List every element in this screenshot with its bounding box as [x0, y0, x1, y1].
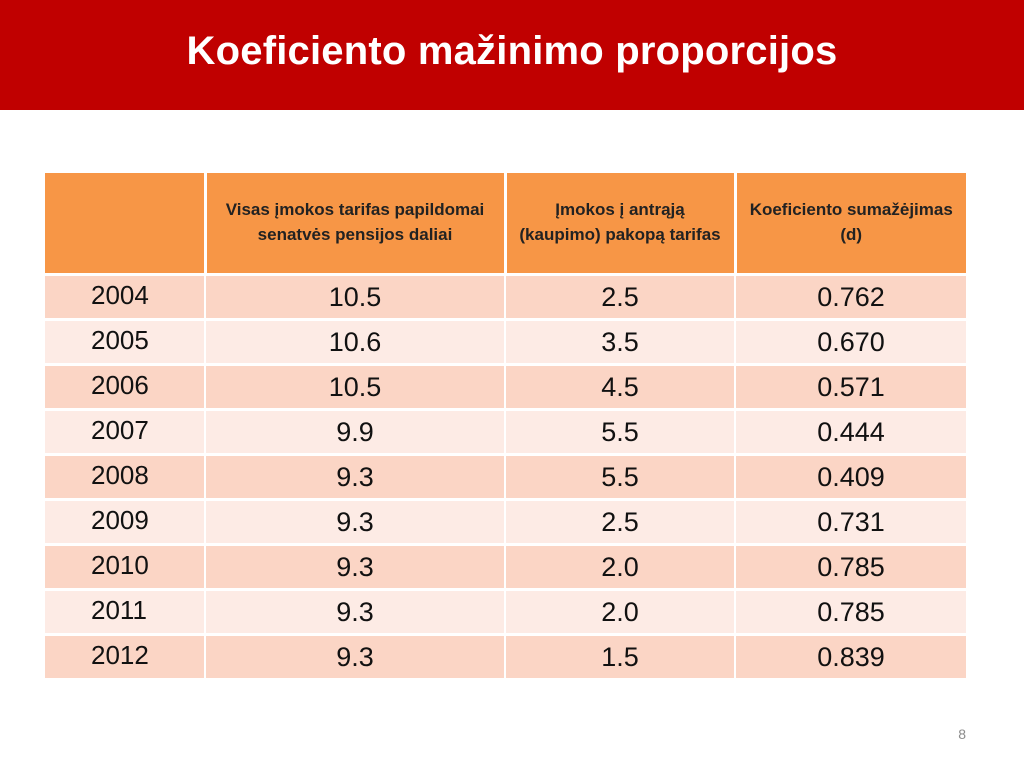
title-bar: Koeficiento mažinimo proporcijos [0, 0, 1024, 110]
table-row: 2010 9.3 2.0 0.785 [45, 544, 966, 591]
year-cell: 2011 [45, 589, 206, 636]
total-rate-cell: 10.5 [204, 274, 506, 321]
table-row: 2004 10.5 2.5 0.762 [45, 274, 966, 321]
total-rate-cell: 10.6 [204, 319, 506, 366]
second-pillar-rate-cell: 2.5 [504, 499, 736, 546]
table-row: 2006 10.5 4.5 0.571 [45, 364, 966, 411]
total-rate-cell: 9.3 [204, 499, 506, 546]
second-pillar-rate-cell: 2.5 [504, 274, 736, 321]
data-table: Visas įmokos tarifas papildomai senatvės… [45, 173, 966, 681]
total-rate-cell: 10.5 [204, 364, 506, 411]
year-cell: 2007 [45, 409, 206, 456]
table-row: 2008 9.3 5.5 0.409 [45, 454, 966, 501]
coefficient-cell: 0.785 [734, 544, 966, 591]
second-pillar-rate-cell: 3.5 [504, 319, 736, 366]
year-cell: 2006 [45, 364, 206, 411]
header-cell-coefficient: Koeficiento sumažėjimas (d) [733, 173, 966, 276]
page-number: 8 [958, 726, 966, 742]
year-cell: 2009 [45, 499, 206, 546]
coefficient-cell: 0.762 [734, 274, 966, 321]
coefficient-cell: 0.444 [734, 409, 966, 456]
table-row: 2011 9.3 2.0 0.785 [45, 589, 966, 636]
year-cell: 2010 [45, 544, 206, 591]
table-row: 2007 9.9 5.5 0.444 [45, 409, 966, 456]
table-row: 2005 10.6 3.5 0.670 [45, 319, 966, 366]
second-pillar-rate-cell: 5.5 [504, 409, 736, 456]
table-row: 2009 9.3 2.5 0.731 [45, 499, 966, 546]
total-rate-cell: 9.9 [204, 409, 506, 456]
year-cell: 2008 [45, 454, 206, 501]
second-pillar-rate-cell: 2.0 [504, 544, 736, 591]
coefficient-cell: 0.571 [734, 364, 966, 411]
year-cell: 2005 [45, 319, 206, 366]
header-cell-second-pillar-rate: Įmokos į antrąją (kaupimo) pakopą tarifa… [503, 173, 737, 276]
total-rate-cell: 9.3 [204, 454, 506, 501]
coefficient-cell: 0.839 [734, 634, 966, 681]
table-row: 2012 9.3 1.5 0.839 [45, 634, 966, 681]
coefficient-cell: 0.409 [734, 454, 966, 501]
second-pillar-rate-cell: 2.0 [504, 589, 736, 636]
total-rate-cell: 9.3 [204, 544, 506, 591]
coefficient-cell: 0.670 [734, 319, 966, 366]
table-header-row: Visas įmokos tarifas papildomai senatvės… [45, 173, 966, 276]
second-pillar-rate-cell: 5.5 [504, 454, 736, 501]
slide-title: Koeficiento mažinimo proporcijos [186, 28, 838, 73]
header-cell-total-rate: Visas įmokos tarifas papildomai senatvės… [203, 173, 507, 276]
total-rate-cell: 9.3 [204, 589, 506, 636]
year-cell: 2012 [45, 634, 206, 681]
second-pillar-rate-cell: 4.5 [504, 364, 736, 411]
coefficient-cell: 0.731 [734, 499, 966, 546]
second-pillar-rate-cell: 1.5 [504, 634, 736, 681]
total-rate-cell: 9.3 [204, 634, 506, 681]
header-cell-year [45, 173, 207, 276]
year-cell: 2004 [45, 274, 206, 321]
coefficient-cell: 0.785 [734, 589, 966, 636]
